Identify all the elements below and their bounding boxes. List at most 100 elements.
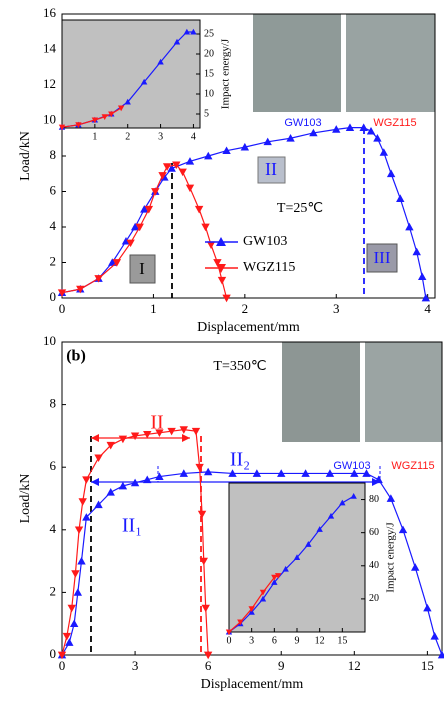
data-point: [65, 638, 74, 646]
data-point: [421, 293, 431, 302]
x-tick-label: 0: [59, 301, 66, 316]
x-tick-label: 12: [348, 658, 361, 673]
data-point: [217, 276, 227, 285]
data-point: [94, 500, 103, 509]
x-tick-label: 15: [337, 635, 347, 646]
data-point: [162, 163, 172, 171]
x-tick-label: 9: [278, 658, 285, 673]
data-point: [185, 184, 195, 193]
data-point: [178, 168, 187, 177]
inset: 1 2 3 4 5 10 15 20 25 Impact energy/J: [58, 19, 232, 142]
y-tick-label: 10: [43, 333, 56, 348]
x-tick-label: 9: [295, 635, 300, 646]
y-tick-label: 10: [204, 88, 214, 99]
y-axis-label: Load/kN: [18, 131, 33, 181]
data-point: [118, 481, 128, 490]
data-point: [130, 222, 140, 231]
data-point: [101, 114, 108, 120]
data-point: [213, 259, 222, 267]
x-tick-label: 2: [242, 301, 249, 316]
y-axis-label: Impact energy/J: [385, 522, 397, 593]
data-point: [157, 58, 164, 65]
data-point: [82, 513, 91, 521]
y-tick-label: 5: [204, 108, 209, 119]
data-point: [282, 565, 289, 572]
data-point: [203, 467, 213, 476]
data-point: [366, 126, 376, 135]
y-tick-label: 15: [204, 68, 214, 79]
data-point: [151, 188, 160, 196]
data-point: [332, 125, 341, 133]
data-point: [225, 629, 233, 636]
data-point: [345, 123, 355, 131]
data-point: [130, 478, 140, 487]
data-point: [316, 526, 323, 532]
data-point: [158, 172, 167, 180]
photo-b: [282, 342, 442, 442]
legend-label: GW103: [243, 234, 287, 249]
y-tick-label: 6: [50, 458, 57, 473]
data-point: [201, 604, 210, 613]
data-point: [195, 463, 204, 472]
data-point: [271, 579, 278, 585]
data-point: [82, 476, 91, 484]
legend-marker: [216, 237, 226, 246]
legend-marker: [216, 264, 226, 273]
data-point: [325, 469, 335, 477]
data-point: [437, 650, 444, 659]
data-point: [143, 430, 152, 439]
data-point: [140, 205, 149, 213]
data-point: [301, 469, 310, 477]
data-point: [430, 632, 439, 640]
x-tick-label: 6: [272, 635, 277, 646]
y-tick-label: 0: [50, 289, 57, 304]
data-point: [78, 498, 87, 506]
data-point: [411, 563, 420, 571]
x-tick-label: 1: [150, 301, 157, 316]
y-tick-label: 40: [369, 560, 379, 571]
data-point: [386, 494, 396, 502]
data-point: [57, 651, 67, 660]
y-tick-label: 10: [43, 111, 56, 126]
annotation: I: [139, 259, 145, 278]
data-point: [203, 651, 213, 660]
annotation: II₂: [230, 449, 250, 471]
data-point: [305, 541, 312, 547]
legend-label: WGZ115: [243, 260, 295, 275]
y-tick-label: 6: [50, 182, 57, 197]
annotation: III: [374, 248, 391, 267]
annotation: WGZ115: [391, 460, 434, 472]
data-point: [374, 475, 383, 484]
y-tick-label: 4: [50, 521, 57, 536]
y-tick-label: 8: [50, 147, 57, 162]
data-point: [373, 134, 382, 142]
data-point: [199, 557, 208, 566]
data-point: [74, 526, 84, 534]
data-point: [185, 157, 195, 165]
x-tick-label: 1: [92, 131, 97, 142]
photo-a: [253, 14, 435, 112]
data-point: [106, 488, 115, 496]
data-point: [73, 588, 83, 596]
annotation: GW103: [333, 460, 370, 472]
y-tick-label: 16: [43, 5, 57, 20]
data-point: [350, 469, 359, 477]
data-point: [418, 272, 427, 281]
data-point: [339, 499, 346, 506]
x-tick-label: 3: [158, 131, 163, 142]
plot-area: [61, 341, 443, 656]
data-point: [190, 28, 197, 35]
data-point: [252, 469, 262, 477]
data-point: [359, 123, 368, 131]
x-tick-label: 6: [205, 658, 212, 673]
data-point: [277, 469, 286, 477]
x-tick-label: 0: [227, 635, 232, 646]
data-point: [155, 429, 164, 437]
x-tick-label: 2: [125, 131, 130, 142]
panel: 0 1 2 3 40246810121416Displacement/mmLoad/kN…: [18, 5, 436, 335]
annotation: II₁: [122, 515, 142, 537]
data-point: [91, 117, 99, 124]
data-point: [248, 606, 255, 613]
data-point: [118, 435, 128, 444]
series-line: [61, 471, 443, 656]
